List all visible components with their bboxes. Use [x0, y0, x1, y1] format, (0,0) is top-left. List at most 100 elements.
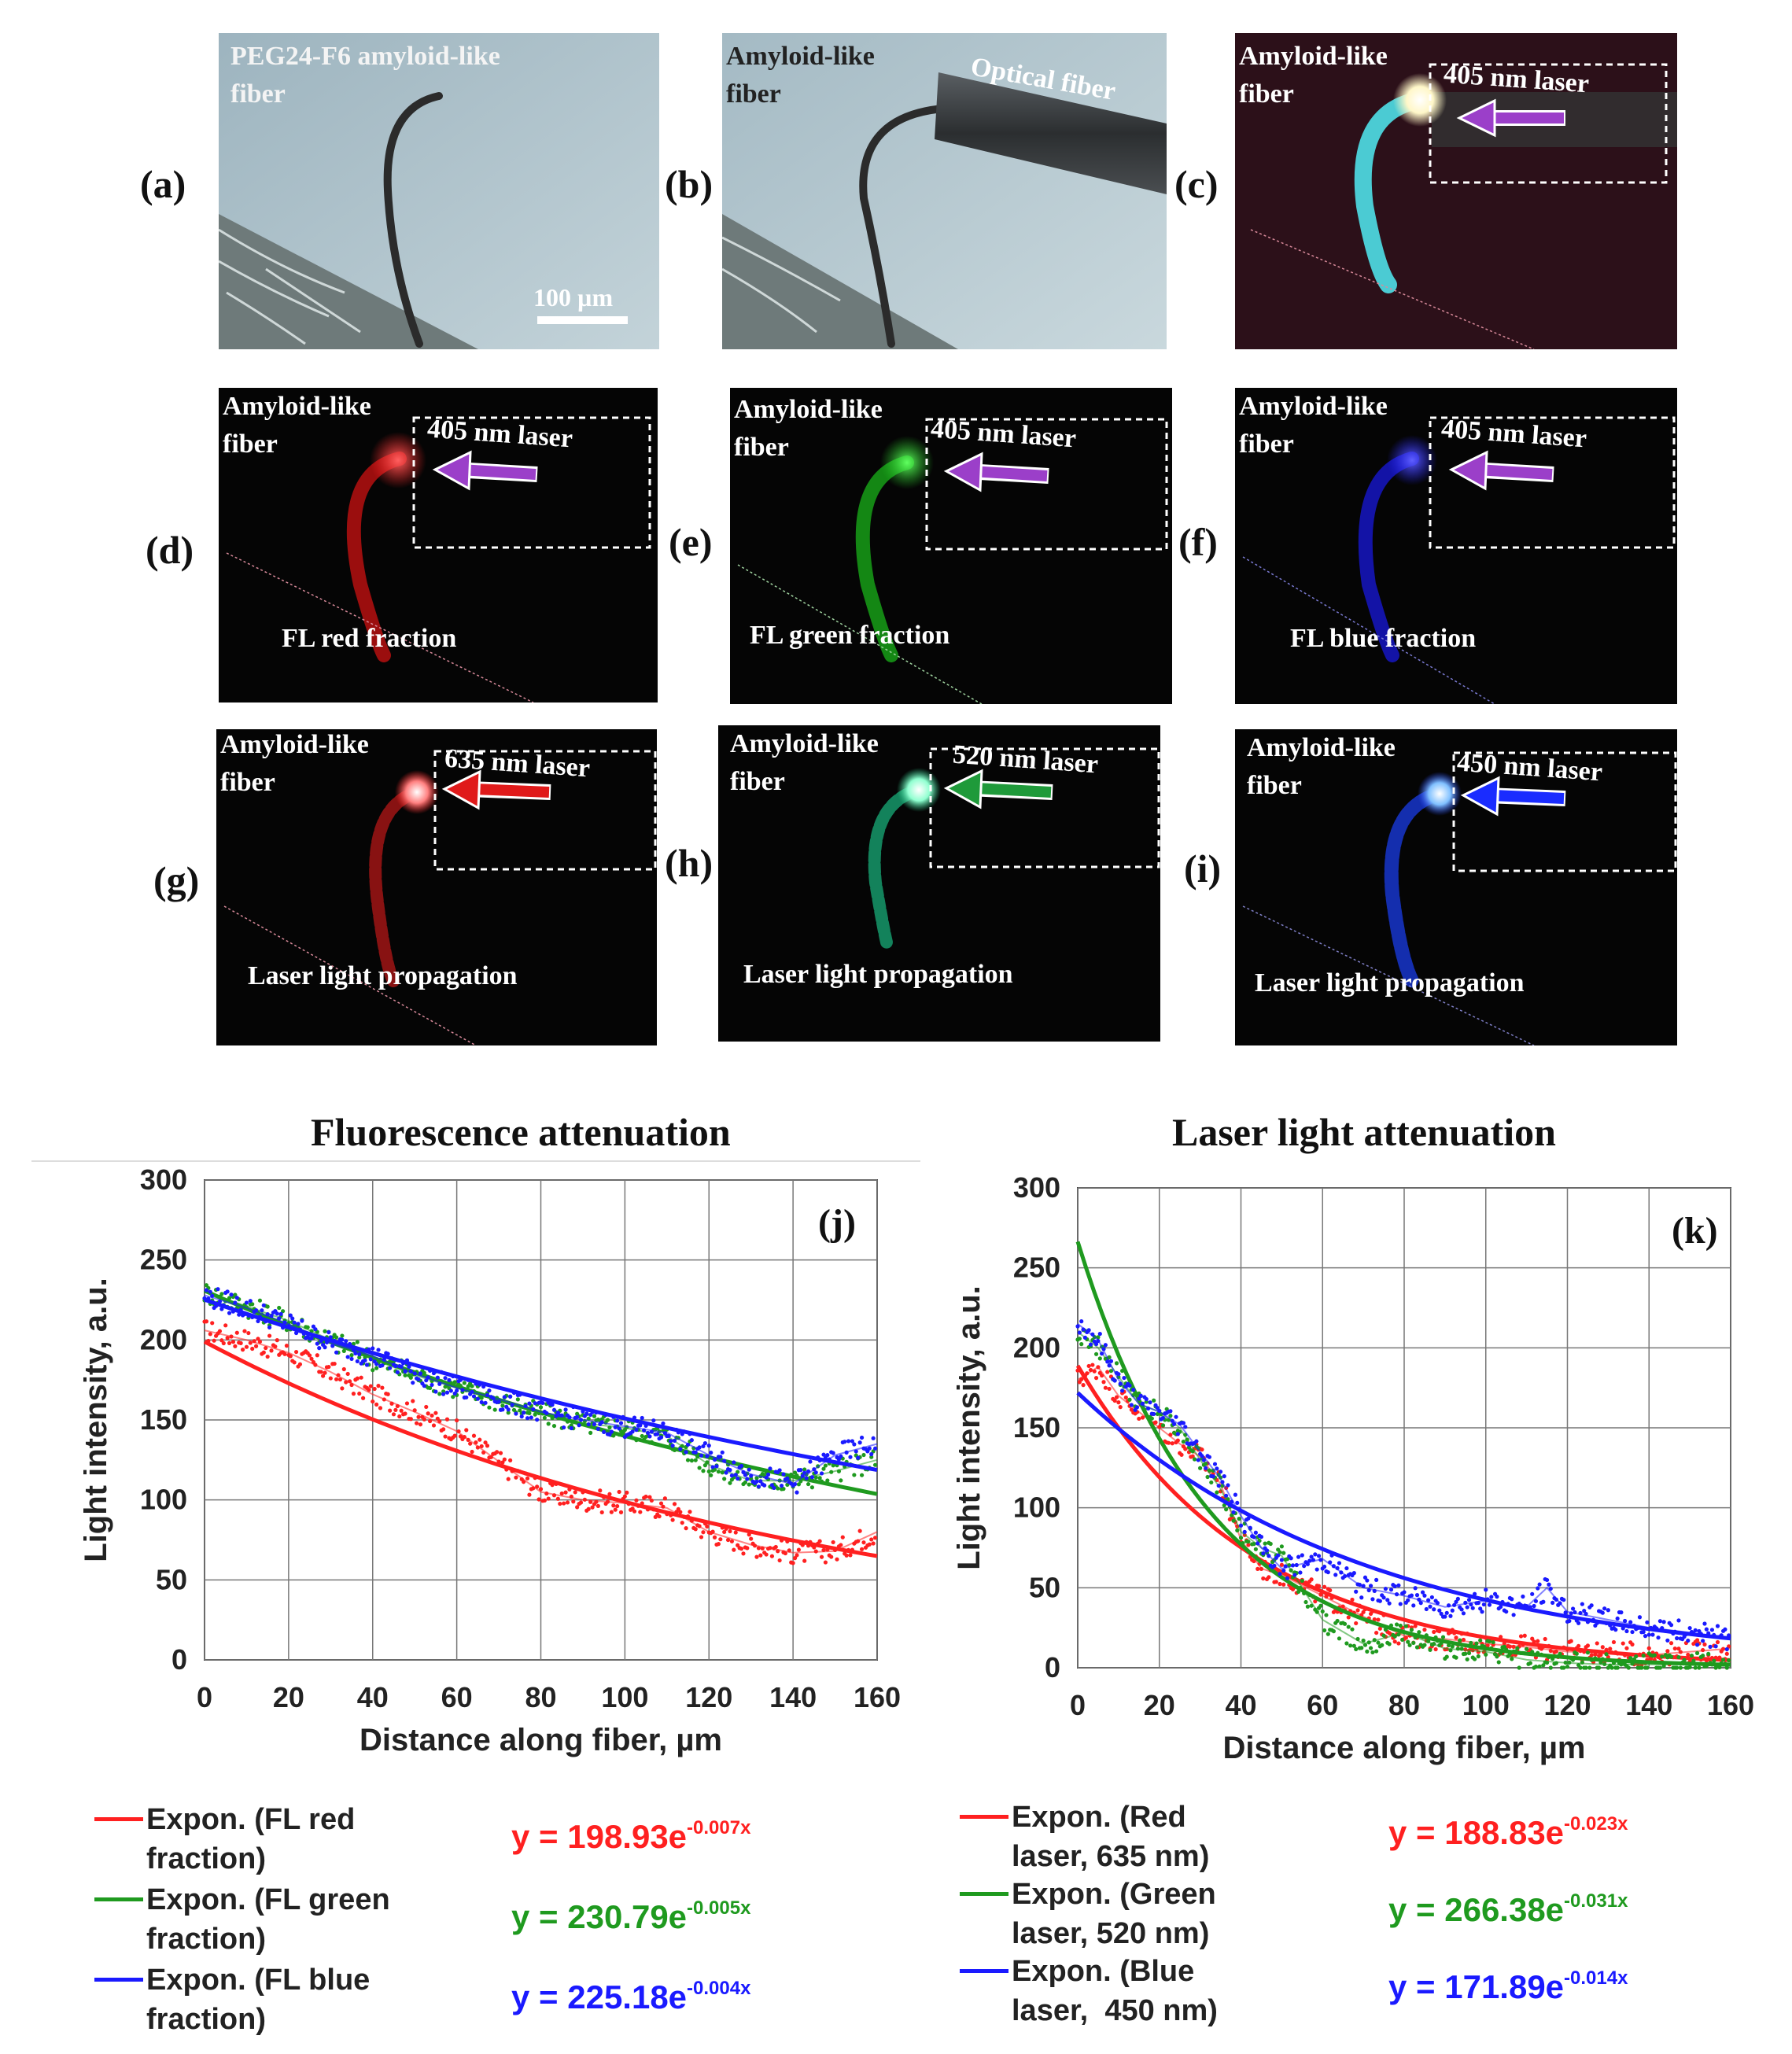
data-point — [661, 1421, 666, 1426]
data-point — [437, 1392, 442, 1396]
x-tick-label: 120 — [1543, 1689, 1591, 1721]
panel-h-bottom-label: Laser light propagation — [743, 960, 1013, 989]
data-point — [319, 1370, 323, 1374]
data-point — [1525, 1647, 1529, 1651]
data-point — [248, 1299, 253, 1304]
data-point — [1411, 1640, 1416, 1646]
data-point — [1615, 1616, 1620, 1621]
data-point — [1333, 1573, 1338, 1577]
micrograph-panel-a: PEG24-F6 amyloid-like fiber 100 µm — [219, 33, 659, 349]
data-point — [872, 1462, 878, 1467]
data-point — [1205, 1474, 1210, 1480]
data-point — [709, 1473, 713, 1477]
data-point — [288, 1313, 293, 1318]
data-point — [714, 1464, 719, 1469]
equation-exponent: -0.007x — [687, 1817, 751, 1838]
equation-exponent: -0.014x — [1564, 1967, 1628, 1989]
legend-swatch — [94, 1817, 143, 1821]
data-point — [223, 1323, 228, 1328]
panel-b-image — [722, 33, 1167, 349]
data-point — [355, 1376, 360, 1381]
data-point — [345, 1355, 350, 1359]
data-point — [762, 1483, 767, 1488]
data-point — [871, 1436, 876, 1440]
data-point — [1322, 1628, 1327, 1633]
data-point — [1630, 1629, 1635, 1635]
data-point — [1641, 1653, 1646, 1658]
data-point — [1235, 1500, 1240, 1506]
data-point — [599, 1510, 604, 1515]
data-point — [1281, 1582, 1286, 1587]
data-point — [607, 1492, 612, 1496]
data-point — [1510, 1597, 1514, 1602]
data-point — [563, 1407, 568, 1412]
panel-c-image — [1235, 33, 1677, 349]
data-point — [785, 1476, 790, 1481]
optical-fiber-shape — [935, 72, 1167, 194]
data-point — [1138, 1393, 1143, 1398]
data-point — [1318, 1603, 1323, 1608]
data-point — [1422, 1643, 1427, 1647]
data-point — [1285, 1576, 1290, 1580]
data-point — [551, 1407, 557, 1412]
data-point — [363, 1358, 367, 1363]
data-point — [819, 1471, 824, 1476]
data-point — [672, 1502, 677, 1506]
data-point — [1322, 1564, 1327, 1569]
data-point — [1326, 1569, 1330, 1575]
data-point — [1708, 1644, 1713, 1649]
data-point — [334, 1335, 339, 1340]
data-point — [584, 1411, 589, 1416]
data-point — [479, 1399, 484, 1405]
data-point — [1140, 1415, 1145, 1420]
data-point — [861, 1452, 866, 1458]
data-point — [371, 1399, 375, 1404]
data-point — [1370, 1650, 1375, 1655]
data-point — [1204, 1466, 1208, 1470]
data-point — [835, 1557, 839, 1562]
data-point — [716, 1542, 721, 1547]
data-point — [535, 1418, 540, 1422]
panel-label-c: (c) — [1174, 162, 1219, 206]
data-point — [1351, 1643, 1356, 1648]
data-point — [844, 1553, 849, 1558]
data-point — [433, 1389, 438, 1394]
data-point — [1712, 1658, 1716, 1663]
data-point — [1387, 1601, 1392, 1606]
data-point — [1491, 1639, 1495, 1645]
panel-h-text-line1: Amyloid-like — [730, 729, 879, 758]
data-point — [1470, 1606, 1475, 1610]
data-point — [538, 1405, 544, 1410]
data-point — [492, 1407, 497, 1412]
panel-c-text-line1: Amyloid-like — [1239, 42, 1388, 71]
data-point — [1628, 1655, 1633, 1661]
data-point — [831, 1540, 835, 1545]
x-tick-label: 20 — [1144, 1689, 1175, 1721]
data-point — [527, 1411, 532, 1415]
data-point — [323, 1370, 327, 1375]
data-point — [1687, 1625, 1692, 1631]
data-point — [795, 1490, 799, 1495]
x-axis-label: Distance along fiber, µm — [360, 1723, 722, 1757]
data-point — [393, 1407, 398, 1412]
data-point — [1676, 1654, 1681, 1660]
fit-curve — [1076, 1391, 1731, 1641]
data-point — [1303, 1599, 1308, 1605]
data-point — [1676, 1618, 1681, 1623]
data-point — [330, 1344, 335, 1348]
data-point — [1495, 1595, 1499, 1599]
legend-swatch — [960, 1969, 1008, 1973]
panel-e-text-line1: Amyloid-like — [734, 395, 883, 424]
data-point — [590, 1505, 595, 1510]
data-point — [839, 1478, 843, 1483]
data-point — [819, 1554, 824, 1559]
data-point — [1541, 1663, 1546, 1668]
data-point — [1107, 1386, 1112, 1392]
data-point — [368, 1384, 373, 1388]
data-point — [483, 1400, 488, 1405]
data-point — [506, 1411, 511, 1415]
data-point — [869, 1451, 874, 1457]
data-point — [1226, 1483, 1230, 1488]
equation-base: y = 171.89e — [1388, 1968, 1565, 2005]
data-point — [796, 1547, 802, 1552]
